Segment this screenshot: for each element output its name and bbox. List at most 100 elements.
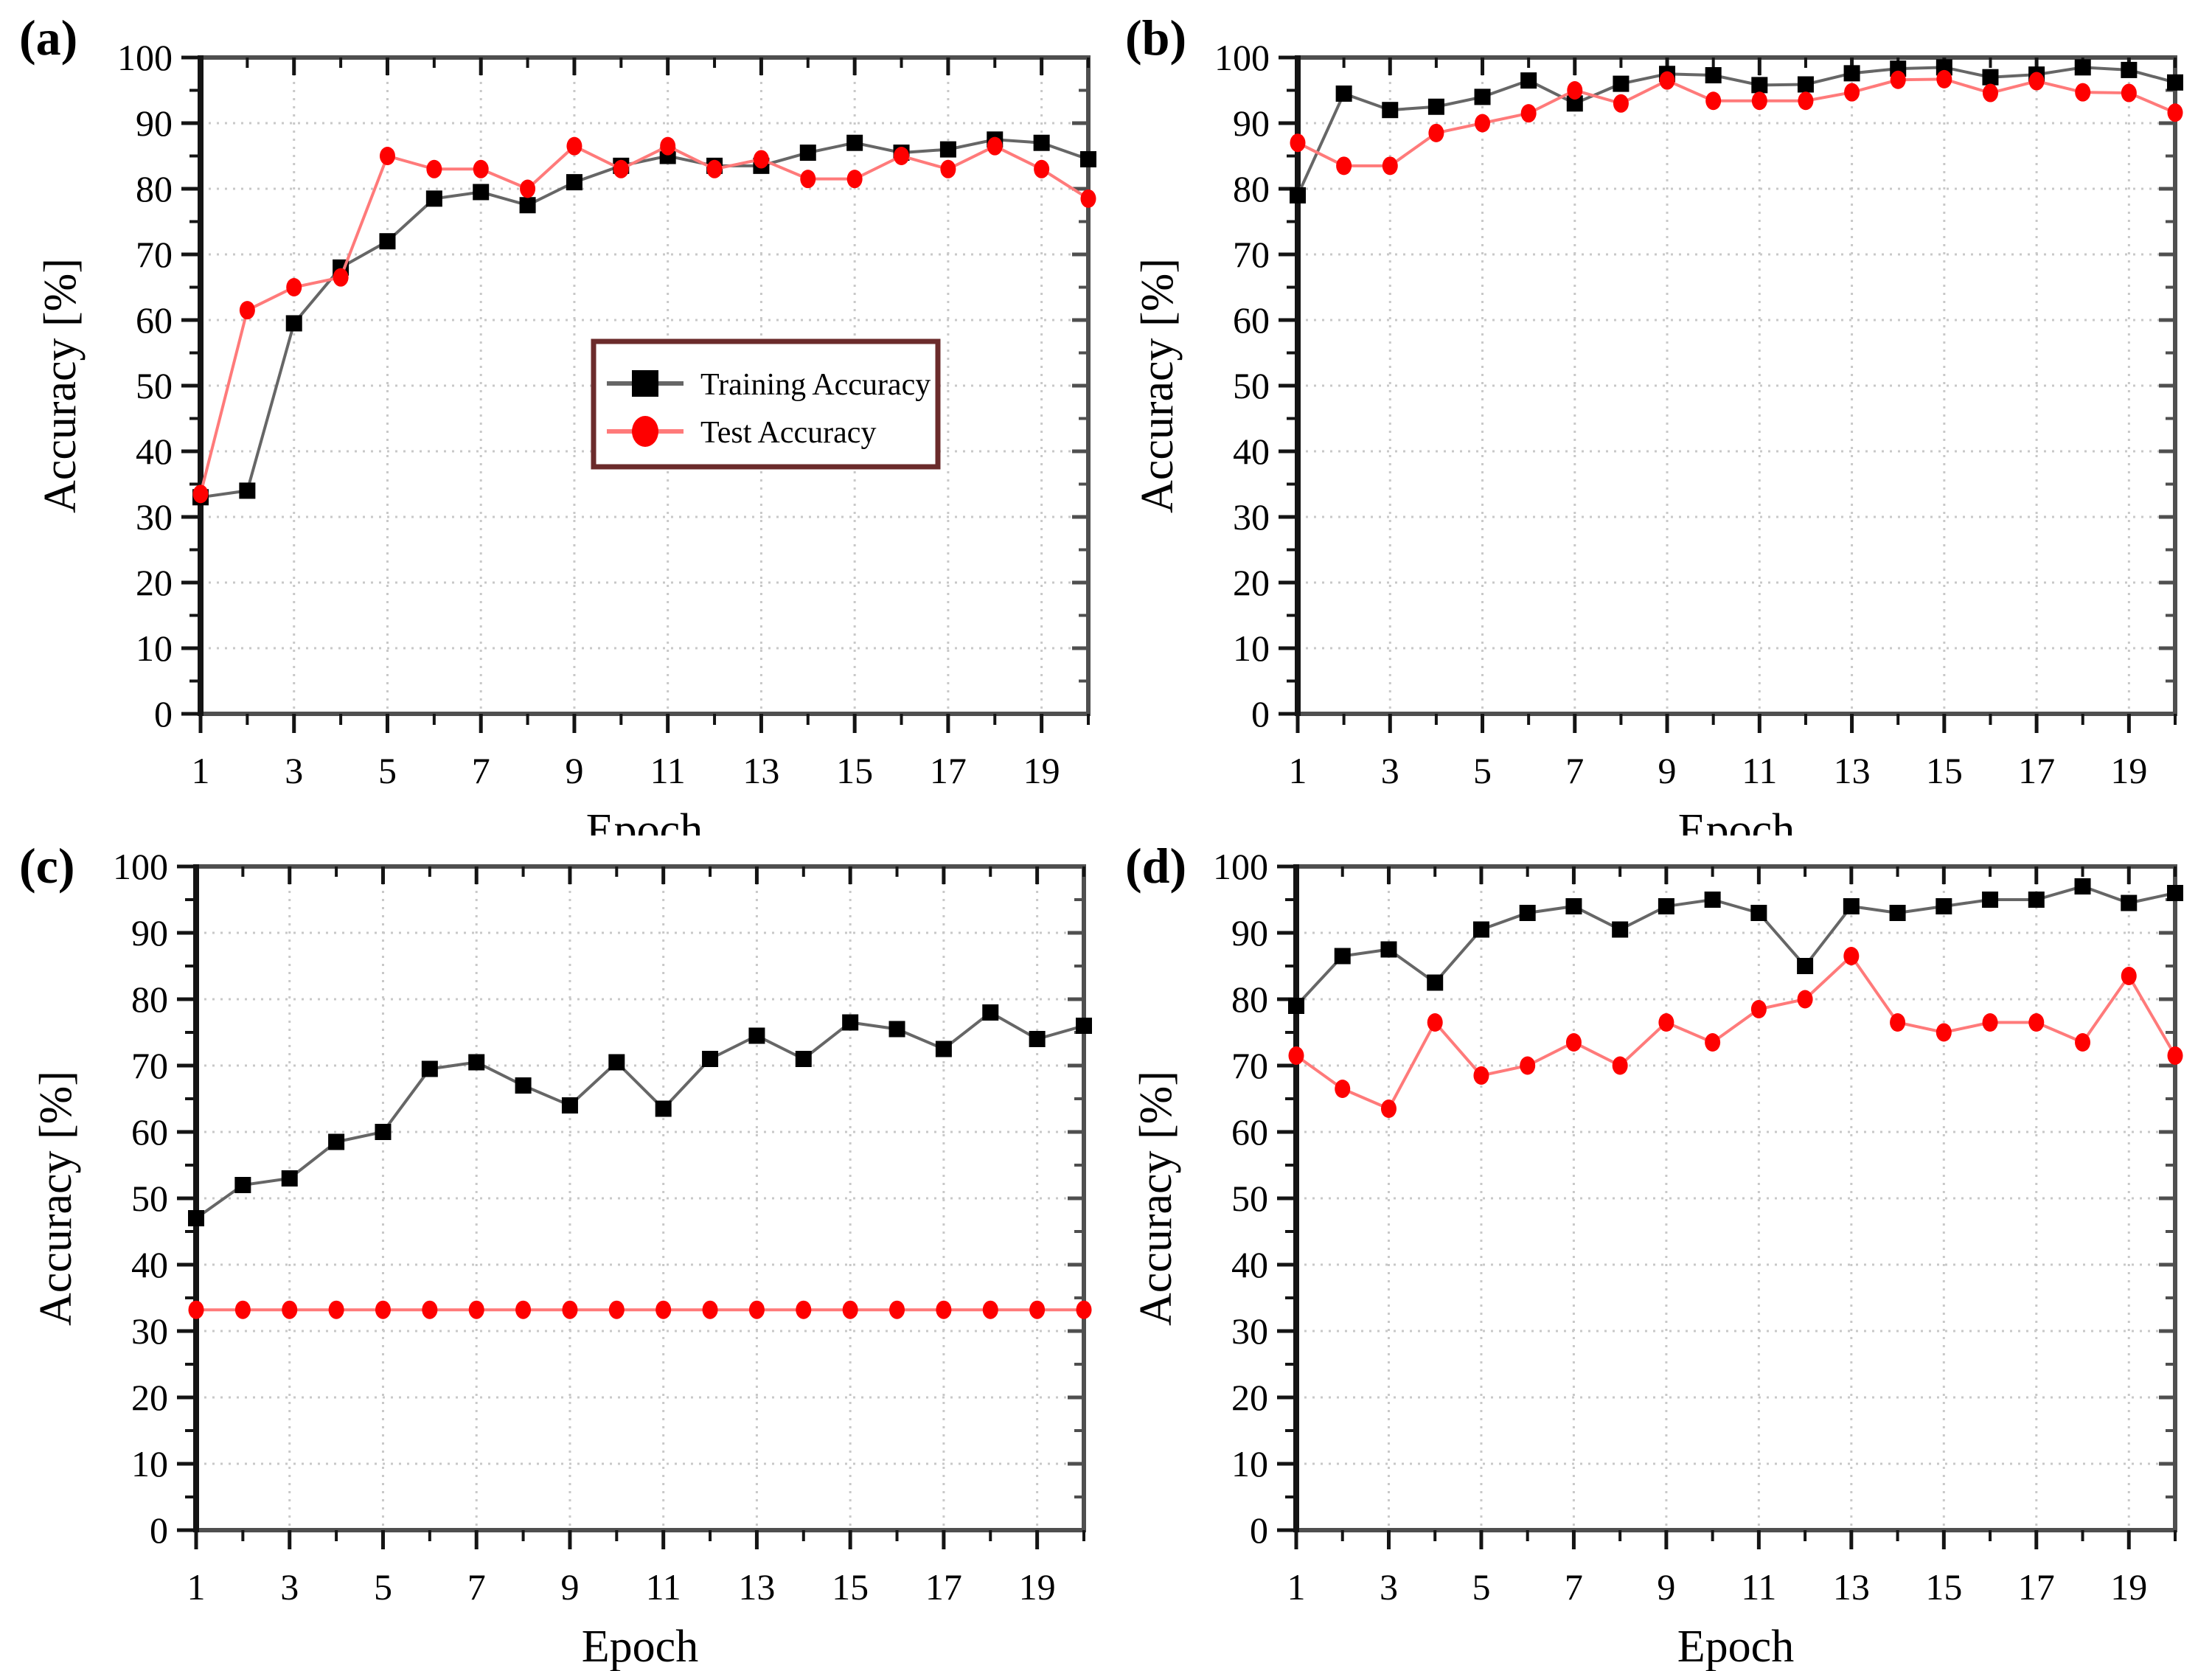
test-marker — [894, 147, 910, 165]
training-marker — [1382, 102, 1399, 119]
svg-text:9: 9 — [565, 750, 583, 791]
test-marker — [1335, 1080, 1351, 1098]
training-marker — [1982, 69, 1999, 86]
svg-text:5: 5 — [1472, 1566, 1490, 1608]
test-marker — [1797, 990, 1813, 1009]
training-marker — [939, 141, 956, 158]
training-marker — [1843, 65, 1860, 82]
svg-text:3: 3 — [285, 750, 303, 791]
legend-label: Test Accuracy — [700, 416, 876, 450]
training-marker — [1750, 905, 1767, 921]
svg-text:90: 90 — [131, 912, 168, 953]
y-axis-label: Accuracy [%] — [1131, 1071, 1181, 1326]
svg-text:20: 20 — [1233, 562, 1270, 603]
training-marker — [285, 315, 302, 332]
test-marker — [239, 301, 255, 320]
training-marker — [328, 1133, 345, 1150]
training-marker — [561, 1097, 578, 1114]
test-marker — [1936, 69, 1952, 88]
test-marker — [1565, 1033, 1582, 1052]
training-marker — [799, 145, 816, 161]
svg-text:19: 19 — [1023, 750, 1060, 791]
panel-a-label: (a) — [19, 10, 78, 66]
training-marker — [1843, 898, 1860, 914]
training-marker — [1290, 187, 1306, 204]
training-marker — [379, 233, 396, 250]
svg-text:9: 9 — [1657, 1566, 1675, 1608]
test-marker — [982, 1300, 998, 1319]
legend-training-marker — [632, 370, 658, 397]
svg-text:17: 17 — [930, 750, 967, 791]
axis-ticks — [1277, 864, 2177, 1549]
svg-text:20: 20 — [131, 1377, 168, 1418]
svg-text:30: 30 — [136, 496, 173, 538]
training-marker — [515, 1077, 532, 1094]
test-marker — [234, 1300, 251, 1319]
test-marker — [1982, 83, 1998, 103]
test-marker — [748, 1300, 765, 1319]
svg-text:11: 11 — [650, 750, 686, 791]
training-marker — [1427, 974, 1444, 991]
test-marker — [1659, 71, 1675, 90]
svg-text:3: 3 — [1381, 750, 1399, 791]
svg-text:60: 60 — [131, 1111, 168, 1153]
training-marker — [1076, 1018, 1092, 1034]
svg-text:1: 1 — [1287, 1566, 1306, 1608]
svg-text:90: 90 — [1231, 912, 1268, 953]
training-marker — [1288, 998, 1304, 1014]
x-tick-labels: 1 3 5 7 9 11 13 15 17 19 — [1289, 750, 2148, 791]
training-marker — [1566, 95, 1583, 112]
svg-text:7: 7 — [1565, 750, 1584, 791]
training-marker — [566, 174, 582, 191]
y-tick-labels: 0 10 20 30 40 50 60 70 80 90 100 — [1214, 37, 1270, 734]
test-marker — [1982, 1013, 1998, 1032]
training-marker — [1427, 98, 1444, 115]
svg-text:7: 7 — [1565, 1566, 1583, 1608]
svg-text:50: 50 — [1231, 1178, 1268, 1219]
training-marker — [1080, 150, 1096, 167]
svg-text:11: 11 — [1741, 1566, 1776, 1608]
test-marker — [1382, 156, 1398, 176]
svg-text:60: 60 — [136, 299, 173, 341]
test-marker — [1890, 70, 1906, 89]
test-marker — [1428, 123, 1444, 142]
svg-text:3: 3 — [280, 1566, 299, 1608]
svg-text:13: 13 — [1833, 1566, 1870, 1608]
series-test-accuracy — [188, 1300, 1092, 1319]
y-axis-label: Accuracy [%] — [1133, 258, 1183, 513]
training-marker — [519, 197, 536, 214]
test-marker — [1935, 1023, 1952, 1042]
training-marker — [982, 1004, 999, 1021]
test-marker — [706, 159, 723, 178]
training-marker — [2121, 61, 2138, 78]
svg-text:30: 30 — [1231, 1310, 1268, 1352]
x-tick-labels: 1 3 5 7 9 11 13 15 17 19 — [192, 750, 1060, 791]
axis-ticks — [181, 55, 1090, 733]
test-marker — [192, 484, 209, 504]
training-marker — [1472, 921, 1489, 938]
test-marker — [328, 1300, 344, 1319]
svg-text:19: 19 — [2110, 1566, 2147, 1608]
test-marker — [1798, 91, 1814, 111]
test-marker — [660, 136, 676, 156]
svg-text:10: 10 — [136, 628, 173, 669]
training-marker — [1705, 67, 1722, 84]
panel-d-label: (d) — [1125, 838, 1187, 894]
test-marker — [936, 1300, 952, 1319]
svg-text:40: 40 — [1231, 1244, 1268, 1285]
training-marker — [1474, 88, 1491, 105]
test-marker — [2028, 1013, 2045, 1032]
svg-text:5: 5 — [374, 1566, 392, 1608]
test-marker — [515, 1300, 532, 1319]
test-marker — [1658, 1013, 1674, 1032]
test-marker — [889, 1300, 905, 1319]
svg-text:10: 10 — [1233, 628, 1270, 669]
test-marker — [613, 159, 629, 178]
test-marker — [655, 1300, 672, 1319]
test-marker — [1705, 1033, 1721, 1052]
legend-test-marker — [632, 416, 658, 447]
test-marker — [562, 1300, 578, 1319]
test-marker — [520, 179, 536, 198]
